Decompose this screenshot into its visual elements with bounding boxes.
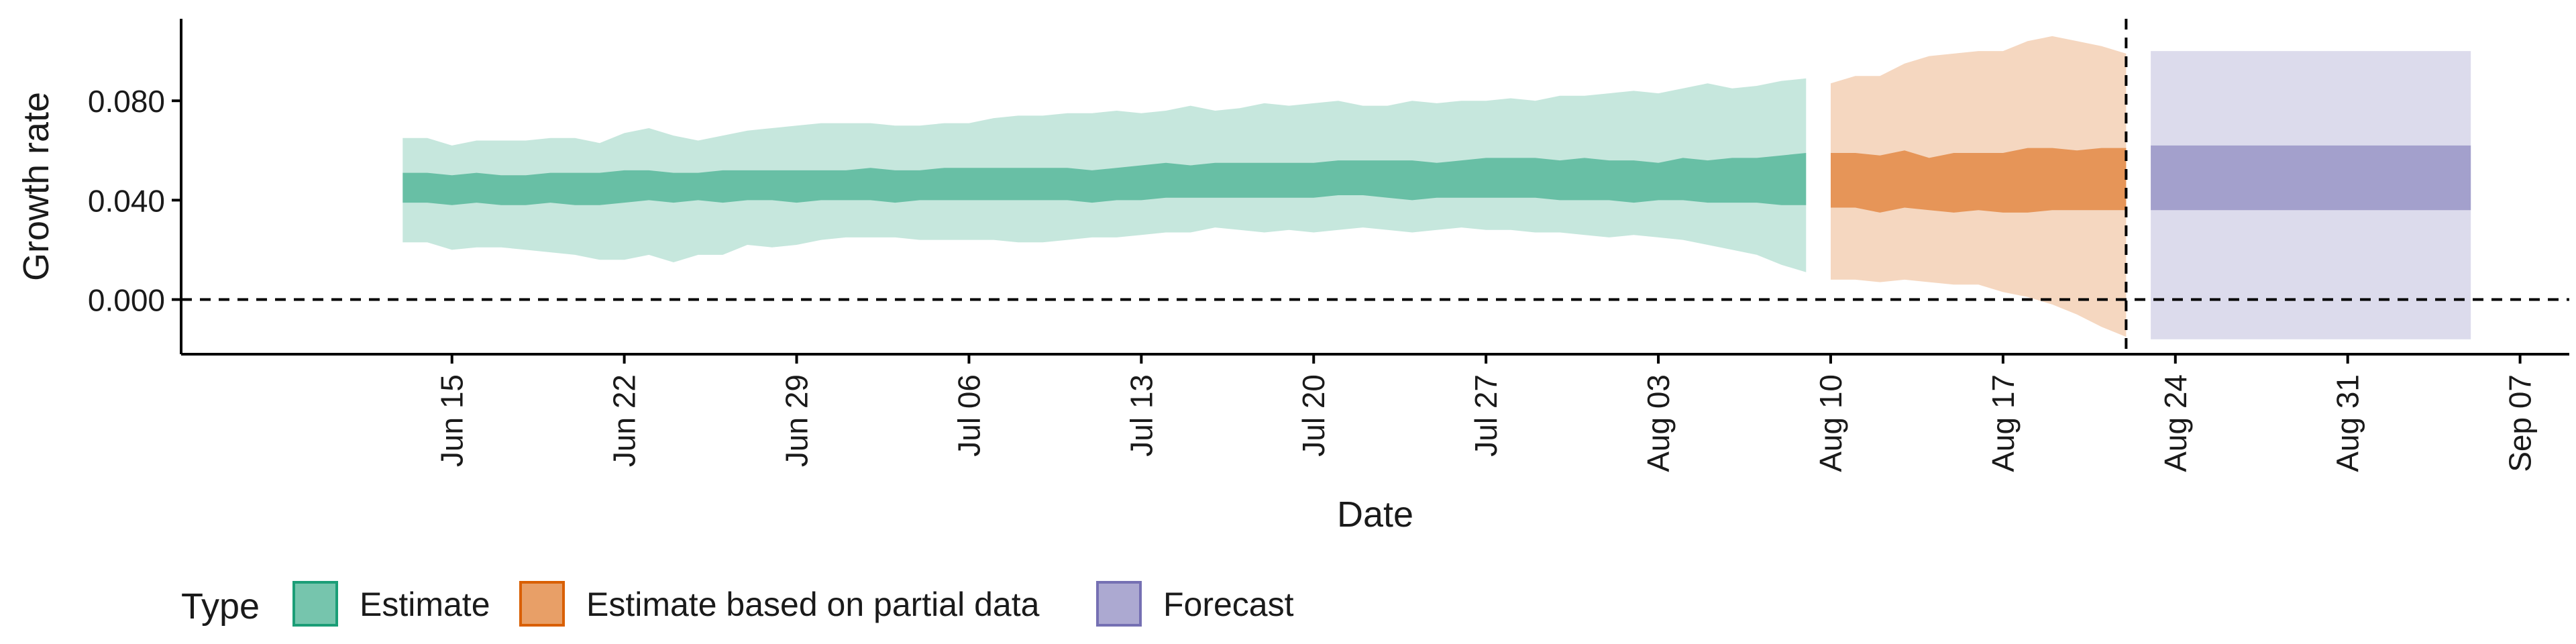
x-tick-label: Jun 29 — [780, 374, 814, 467]
y-tick-label: 0.080 — [88, 84, 165, 119]
x-tick-label: Aug 03 — [1641, 374, 1676, 472]
legend-label: Forecast — [1163, 586, 1294, 623]
x-tick-label: Aug 31 — [2330, 374, 2365, 472]
estimate-inner-band — [402, 153, 1807, 205]
x-tick-label: Jul 20 — [1296, 374, 1331, 457]
x-tick-label: Jul 13 — [1124, 374, 1159, 457]
x-tick-label: Aug 24 — [2158, 374, 2193, 472]
x-tick-label: Jun 22 — [607, 374, 642, 467]
y-axis-title: Growth rate — [16, 92, 56, 281]
legend-label: Estimate — [360, 586, 490, 623]
x-axis-title: Date — [1337, 494, 1413, 535]
legend: Type Estimate Estimate based on partial d… — [181, 581, 1294, 627]
forecast-inner-band — [2151, 145, 2471, 211]
legend-swatch — [1096, 581, 1142, 627]
x-ticks: Jun 15 Jun 22 Jun 29 Jul 06 Jul 13 Jul 20 Jul … — [435, 354, 2538, 472]
legend-swatch — [519, 581, 565, 627]
legend-label: Estimate based on partial data — [586, 586, 1040, 623]
legend-swatch — [292, 581, 338, 627]
reference-lines — [181, 19, 2569, 354]
x-tick-label: Jul 27 — [1468, 374, 1503, 457]
x-tick-label: Aug 17 — [1986, 374, 2021, 472]
legend-title: Type — [181, 586, 260, 627]
y-ticks: 0.000 0.040 0.080 — [88, 84, 181, 318]
estimate-based-on-partial-data-inner-band — [1831, 148, 2127, 213]
x-tick-label: Aug 10 — [1813, 374, 1848, 472]
x-tick-label: Jul 06 — [951, 374, 986, 457]
x-tick-label: Jun 15 — [435, 374, 470, 467]
bands-layer — [402, 36, 2471, 339]
y-tick-label: 0.040 — [88, 183, 165, 218]
x-tick-label: Sep 07 — [2503, 374, 2538, 472]
legend-items: Estimate Estimate based on partial data Fo… — [292, 581, 1294, 627]
y-tick-label: 0.000 — [88, 283, 165, 318]
